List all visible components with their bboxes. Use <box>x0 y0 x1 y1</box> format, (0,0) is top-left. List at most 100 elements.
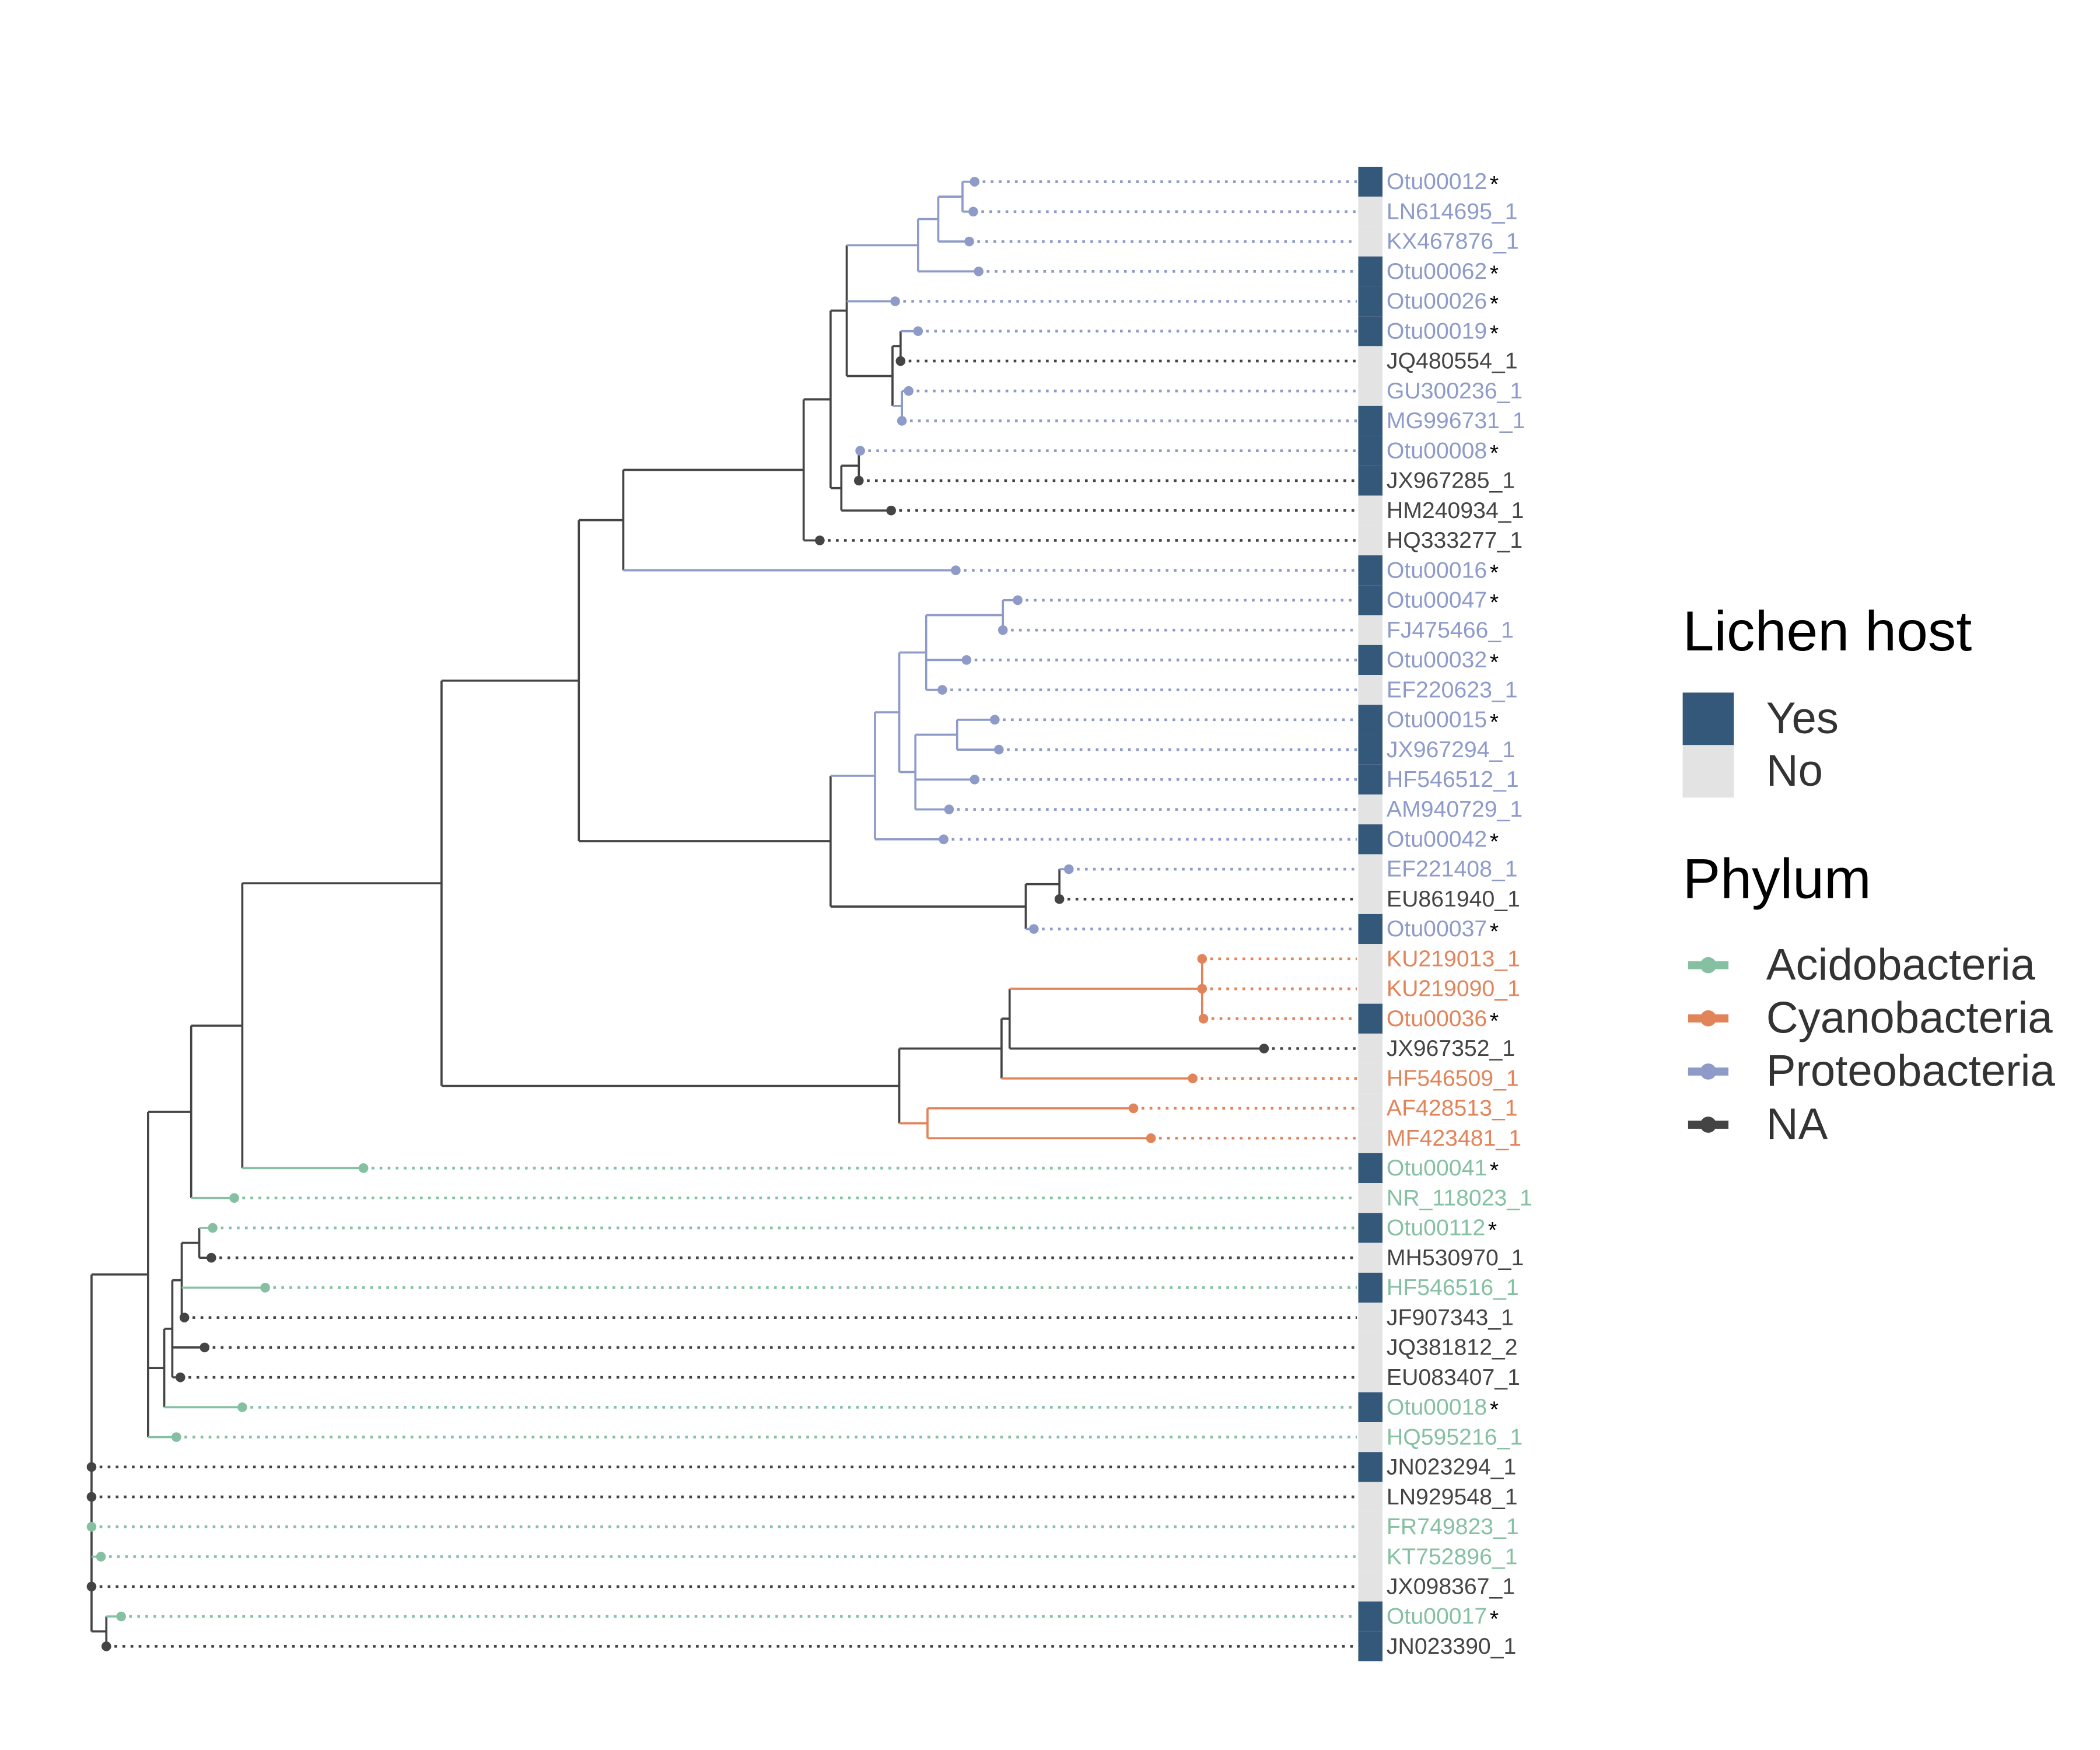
tip-point <box>990 715 1000 725</box>
tip-label: AF428513_1 <box>1387 1096 1518 1121</box>
tip-label: Otu00019 <box>1387 318 1487 344</box>
tip-label: LN614695_1 <box>1387 198 1518 224</box>
host-tile <box>1358 1601 1382 1632</box>
tip-label: MG996731_1 <box>1387 408 1525 433</box>
tip-point <box>1188 1073 1198 1084</box>
tip-label: Otu00036 <box>1387 1006 1487 1031</box>
tip-label: Otu00037 <box>1387 916 1487 942</box>
host-tile <box>1358 495 1382 526</box>
host-tile <box>1358 1183 1382 1213</box>
tip-label: HQ333277_1 <box>1387 527 1522 553</box>
tip-label: Otu00062 <box>1387 258 1487 284</box>
host-tile <box>1358 794 1382 825</box>
tip-label: Otu00041 <box>1387 1155 1487 1181</box>
legend-key <box>1682 692 1734 746</box>
host-tile <box>1358 884 1382 914</box>
tip-point <box>1259 1044 1269 1054</box>
tip-point <box>86 1462 97 1472</box>
tip-point <box>200 1342 210 1353</box>
host-tile <box>1358 1063 1382 1094</box>
tip-label: KU219090_1 <box>1387 976 1520 1002</box>
tip-label: EF220623_1 <box>1387 677 1518 702</box>
tip-point <box>86 1522 97 1532</box>
tip-label: JN023294_1 <box>1387 1454 1516 1480</box>
tip-label: MH530970_1 <box>1387 1245 1524 1270</box>
tip-point <box>968 206 978 217</box>
tip-mark: * <box>1490 321 1499 346</box>
host-tile <box>1358 1392 1382 1423</box>
host-tile <box>1358 1332 1382 1363</box>
tip-label: EU861940_1 <box>1387 886 1520 912</box>
tip-label: HQ595216_1 <box>1387 1424 1522 1450</box>
tip-mark: * <box>1490 1009 1499 1034</box>
tip-label: KX467876_1 <box>1387 229 1519 254</box>
host-tile <box>1358 1452 1382 1482</box>
host-tile <box>1358 226 1382 257</box>
tip-point <box>1013 595 1023 606</box>
host-tile <box>1358 1242 1382 1273</box>
tip-label: HF546512_1 <box>1387 766 1519 792</box>
tip-mark: * <box>1490 1397 1499 1423</box>
tip-point <box>1197 954 1208 964</box>
host-tile <box>1358 824 1382 855</box>
tip-label: Otu00047 <box>1387 587 1487 613</box>
tip-mark: * <box>1490 440 1499 466</box>
tip-mark: * <box>1490 172 1499 197</box>
legend-label: No <box>1766 746 1823 796</box>
tip-label: Otu00012 <box>1387 169 1487 194</box>
tip-label: HF546516_1 <box>1387 1275 1519 1300</box>
tip-point <box>998 625 1008 635</box>
tip-point <box>951 565 961 575</box>
host-tile <box>1358 1123 1382 1153</box>
host-tile <box>1358 166 1382 197</box>
host-tile <box>1358 1482 1382 1512</box>
tip-label: NR_118023_1 <box>1387 1185 1532 1210</box>
tip-mark: * <box>1490 291 1499 317</box>
tip-mark: * <box>1490 650 1499 676</box>
tip-point <box>1054 894 1065 904</box>
tip-point <box>964 236 974 247</box>
tip-label: KU219013_1 <box>1387 946 1520 971</box>
tip-mark: * <box>1490 1158 1499 1184</box>
tip-mark: * <box>1488 1217 1497 1243</box>
tip-mark: * <box>1490 709 1499 735</box>
tip-point <box>886 505 897 516</box>
host-tile <box>1358 705 1382 735</box>
tip-label: LN929548_1 <box>1387 1484 1518 1510</box>
tip-label: Otu00032 <box>1387 647 1487 673</box>
legend-label: Proteobacteria <box>1766 1046 2056 1096</box>
tip-point <box>1064 864 1074 874</box>
legend-label: Acidobacteria <box>1766 940 2036 989</box>
tip-point <box>937 685 947 695</box>
host-tile <box>1358 1093 1382 1124</box>
tip-point <box>970 177 980 187</box>
tip-point <box>96 1552 106 1562</box>
host-tile <box>1358 256 1382 286</box>
tip-point <box>175 1372 186 1382</box>
tip-label: FR749823_1 <box>1387 1514 1519 1539</box>
tip-label: JN023390_1 <box>1387 1633 1516 1659</box>
host-tile <box>1358 376 1382 406</box>
tip-point <box>1146 1133 1156 1143</box>
legend-key-point <box>1700 1116 1717 1133</box>
tip-point <box>961 655 972 665</box>
host-tile <box>1358 1422 1382 1452</box>
tip-point <box>1198 1013 1209 1024</box>
tip-point <box>86 1581 97 1592</box>
host-tile <box>1358 914 1382 944</box>
host-tile <box>1358 1572 1382 1602</box>
tip-label: JQ480554_1 <box>1387 348 1518 374</box>
host-tile <box>1358 405 1382 436</box>
tip-label: Otu00026 <box>1387 288 1487 314</box>
tip-mark: * <box>1490 1606 1499 1632</box>
tip-point <box>890 296 900 306</box>
tip-label: MF423481_1 <box>1387 1125 1521 1151</box>
tip-point <box>260 1283 270 1293</box>
host-tile <box>1358 764 1382 794</box>
tip-label: Otu00008 <box>1387 438 1487 463</box>
legend-title: Lichen host <box>1683 599 1972 663</box>
tip-label: Otu00017 <box>1387 1604 1487 1629</box>
